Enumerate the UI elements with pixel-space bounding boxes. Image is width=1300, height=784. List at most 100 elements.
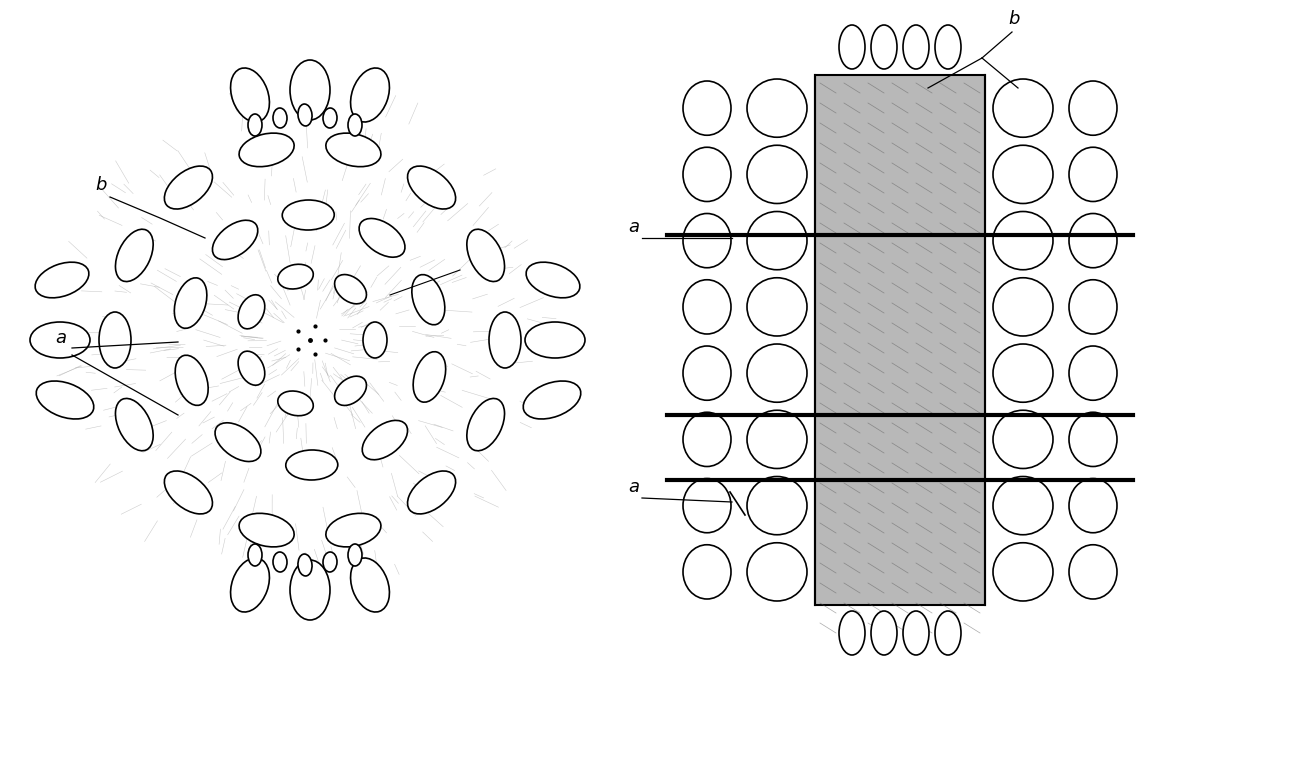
Ellipse shape [467, 229, 504, 281]
Ellipse shape [747, 543, 807, 601]
Ellipse shape [322, 108, 337, 128]
Ellipse shape [682, 478, 731, 533]
Ellipse shape [871, 25, 897, 69]
Ellipse shape [286, 450, 338, 480]
Ellipse shape [935, 611, 961, 655]
Ellipse shape [273, 552, 287, 572]
Ellipse shape [322, 552, 337, 572]
Ellipse shape [993, 410, 1053, 469]
Ellipse shape [1069, 213, 1117, 268]
Text: Image ID: RDYJBR: Image ID: RDYJBR [1011, 708, 1134, 721]
Ellipse shape [238, 295, 265, 328]
Ellipse shape [230, 68, 269, 122]
Ellipse shape [351, 68, 390, 122]
FancyBboxPatch shape [815, 75, 985, 605]
Ellipse shape [334, 376, 367, 405]
Ellipse shape [1069, 346, 1117, 401]
Ellipse shape [1069, 147, 1117, 201]
Ellipse shape [747, 79, 807, 137]
Ellipse shape [682, 545, 731, 599]
Ellipse shape [116, 229, 153, 281]
Ellipse shape [239, 133, 294, 167]
Ellipse shape [682, 346, 731, 401]
Ellipse shape [290, 560, 330, 620]
Text: alamy: alamy [23, 706, 211, 760]
Ellipse shape [298, 554, 312, 576]
Circle shape [40, 70, 580, 610]
Ellipse shape [993, 79, 1053, 137]
Ellipse shape [214, 423, 261, 462]
Ellipse shape [993, 278, 1053, 336]
Text: a: a [628, 218, 640, 236]
Ellipse shape [36, 381, 94, 419]
Ellipse shape [164, 471, 212, 514]
Ellipse shape [239, 514, 294, 547]
Ellipse shape [489, 312, 521, 368]
Ellipse shape [523, 381, 581, 419]
Ellipse shape [278, 264, 313, 289]
Text: a: a [628, 478, 640, 496]
Ellipse shape [747, 278, 807, 336]
Text: a: a [55, 329, 66, 347]
Ellipse shape [407, 166, 455, 209]
Ellipse shape [348, 114, 361, 136]
Ellipse shape [871, 611, 897, 655]
Ellipse shape [993, 477, 1053, 535]
Ellipse shape [747, 344, 807, 402]
Ellipse shape [903, 611, 929, 655]
Ellipse shape [248, 544, 263, 566]
Ellipse shape [278, 391, 313, 416]
Text: b: b [1008, 10, 1019, 28]
Ellipse shape [682, 81, 731, 136]
Ellipse shape [99, 312, 131, 368]
Ellipse shape [993, 344, 1053, 402]
Ellipse shape [248, 114, 263, 136]
Text: www.alamy.com: www.alamy.com [991, 742, 1154, 760]
Ellipse shape [525, 322, 585, 358]
Ellipse shape [682, 280, 731, 334]
Ellipse shape [176, 355, 208, 405]
Ellipse shape [935, 25, 961, 69]
Ellipse shape [334, 274, 367, 304]
Ellipse shape [903, 25, 929, 69]
Ellipse shape [230, 558, 269, 612]
Ellipse shape [1069, 545, 1117, 599]
Ellipse shape [326, 133, 381, 167]
Ellipse shape [526, 262, 580, 298]
Ellipse shape [326, 514, 381, 547]
Ellipse shape [1069, 81, 1117, 136]
Ellipse shape [747, 145, 807, 204]
Ellipse shape [290, 60, 330, 120]
Ellipse shape [838, 25, 864, 69]
Ellipse shape [838, 611, 864, 655]
Ellipse shape [1069, 412, 1117, 466]
Ellipse shape [993, 543, 1053, 601]
Ellipse shape [174, 278, 207, 328]
Ellipse shape [273, 108, 287, 128]
Ellipse shape [412, 274, 445, 325]
Ellipse shape [407, 471, 455, 514]
Ellipse shape [682, 213, 731, 268]
Ellipse shape [1069, 280, 1117, 334]
Ellipse shape [298, 104, 312, 126]
Ellipse shape [993, 145, 1053, 204]
Ellipse shape [212, 220, 257, 260]
Ellipse shape [747, 477, 807, 535]
Ellipse shape [348, 544, 361, 566]
Text: b: b [95, 176, 107, 194]
Ellipse shape [413, 352, 446, 402]
Ellipse shape [282, 200, 334, 230]
Ellipse shape [351, 558, 390, 612]
Ellipse shape [164, 166, 212, 209]
Ellipse shape [30, 322, 90, 358]
Ellipse shape [238, 351, 265, 385]
Ellipse shape [363, 322, 387, 358]
Ellipse shape [1069, 478, 1117, 533]
Ellipse shape [747, 212, 807, 270]
Ellipse shape [359, 219, 406, 257]
Ellipse shape [467, 398, 504, 451]
Ellipse shape [682, 147, 731, 201]
Ellipse shape [116, 398, 153, 451]
Ellipse shape [35, 262, 88, 298]
Ellipse shape [747, 410, 807, 469]
